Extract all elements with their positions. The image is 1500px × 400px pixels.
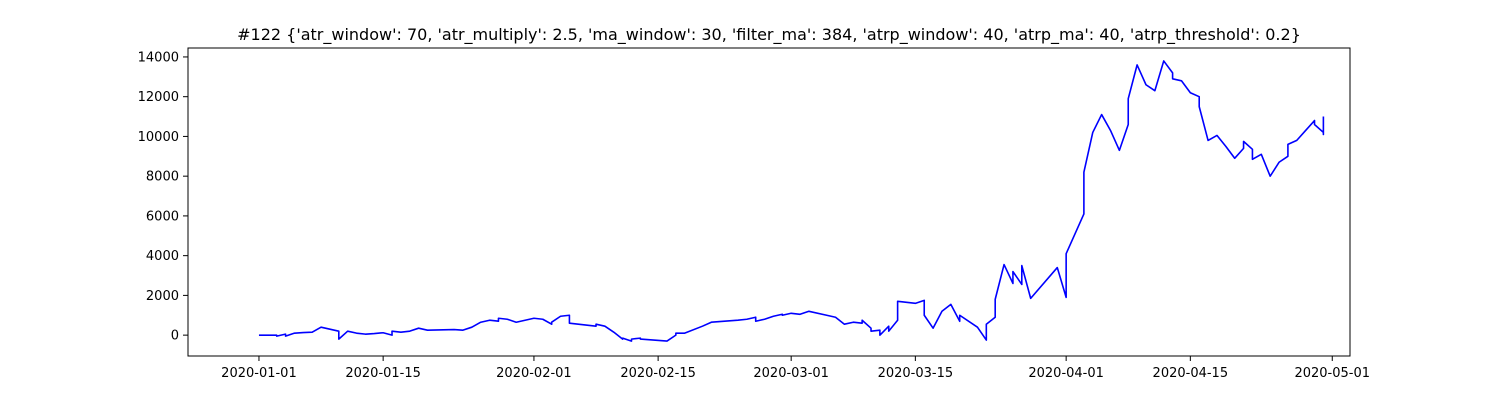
x-tick-label: 2020-05-01 <box>1294 366 1370 381</box>
y-tick-label: 4000 <box>146 249 179 264</box>
x-tick-label: 2020-02-15 <box>620 366 696 381</box>
y-tick-label: 8000 <box>146 170 179 185</box>
x-tick-label: 2020-01-15 <box>345 366 421 381</box>
chart-title: #122 {'atr_window': 70, 'atr_multiply': … <box>237 25 1301 45</box>
x-tick-label: 2020-01-01 <box>221 366 297 381</box>
y-axis: 0 2000 4000 6000 8000 10000 12000 14000 <box>138 50 188 344</box>
x-tick-label: 2020-02-01 <box>496 366 572 381</box>
y-tick-label: 2000 <box>146 289 179 304</box>
x-axis: 2020-01-01 2020-01-15 2020-02-01 2020-02-15… <box>221 356 1370 381</box>
y-tick-label: 10000 <box>138 130 179 145</box>
y-tick-label: 0 <box>171 329 179 344</box>
series-line-0 <box>258 60 1325 342</box>
x-tick-label: 2020-03-01 <box>753 366 829 381</box>
y-tick-label: 14000 <box>138 50 179 65</box>
x-tick-label: 2020-04-15 <box>1153 366 1229 381</box>
y-tick-label: 6000 <box>146 209 179 224</box>
y-tick-label: 12000 <box>138 90 179 105</box>
axes-frame <box>187 47 1351 357</box>
plot-area <box>258 60 1325 342</box>
x-tick-label: 2020-04-01 <box>1028 366 1104 381</box>
x-tick-label: 2020-03-15 <box>878 366 954 381</box>
